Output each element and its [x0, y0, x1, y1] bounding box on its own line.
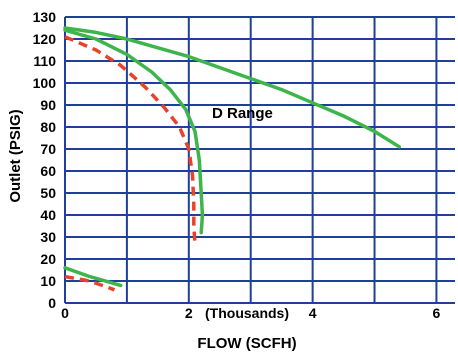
y-axis-title: Outlet (PSIG): [7, 109, 24, 202]
y-tick-label: 30: [40, 229, 56, 245]
series-line-red-5: [64, 274, 116, 292]
series-line-red-3: [64, 35, 197, 244]
x-unit-label: (Thousands): [205, 305, 289, 321]
x-tick-label: 0: [61, 305, 69, 321]
y-tick-label: 20: [40, 251, 56, 267]
y-tick-label: 70: [40, 141, 56, 157]
series-line-green-1: [63, 26, 402, 149]
series-line-green-4: [63, 266, 123, 288]
y-tick-label: 120: [33, 31, 57, 47]
y-tick-label: 10: [40, 273, 56, 289]
y-tick-label: 80: [40, 119, 56, 135]
y-tick-labels: 0 10 20 30 40 50 60 70 80 90 100 110 120 130: [33, 9, 57, 311]
x-tick-label: 4: [309, 305, 317, 321]
series-line-green-2: [63, 28, 205, 235]
series-group: [63, 26, 402, 292]
y-tick-label: 130: [33, 9, 57, 25]
y-tick-label: 90: [40, 97, 56, 113]
d-range-annotation: D Range: [212, 105, 273, 122]
grid: [64, 16, 455, 304]
y-tick-label: 110: [33, 53, 56, 69]
x-tick-label: 2: [185, 305, 193, 321]
y-tick-label: 0: [48, 295, 56, 311]
y-tick-label: 40: [40, 207, 56, 223]
y-tick-label: 100: [33, 75, 57, 91]
y-tick-label: 50: [40, 185, 56, 201]
x-tick-labels: 0 2 4 6: [61, 305, 440, 321]
x-tick-label: 6: [433, 305, 441, 321]
x-axis-title: FLOW (SCFH): [197, 335, 296, 352]
y-tick-label: 60: [40, 163, 56, 179]
